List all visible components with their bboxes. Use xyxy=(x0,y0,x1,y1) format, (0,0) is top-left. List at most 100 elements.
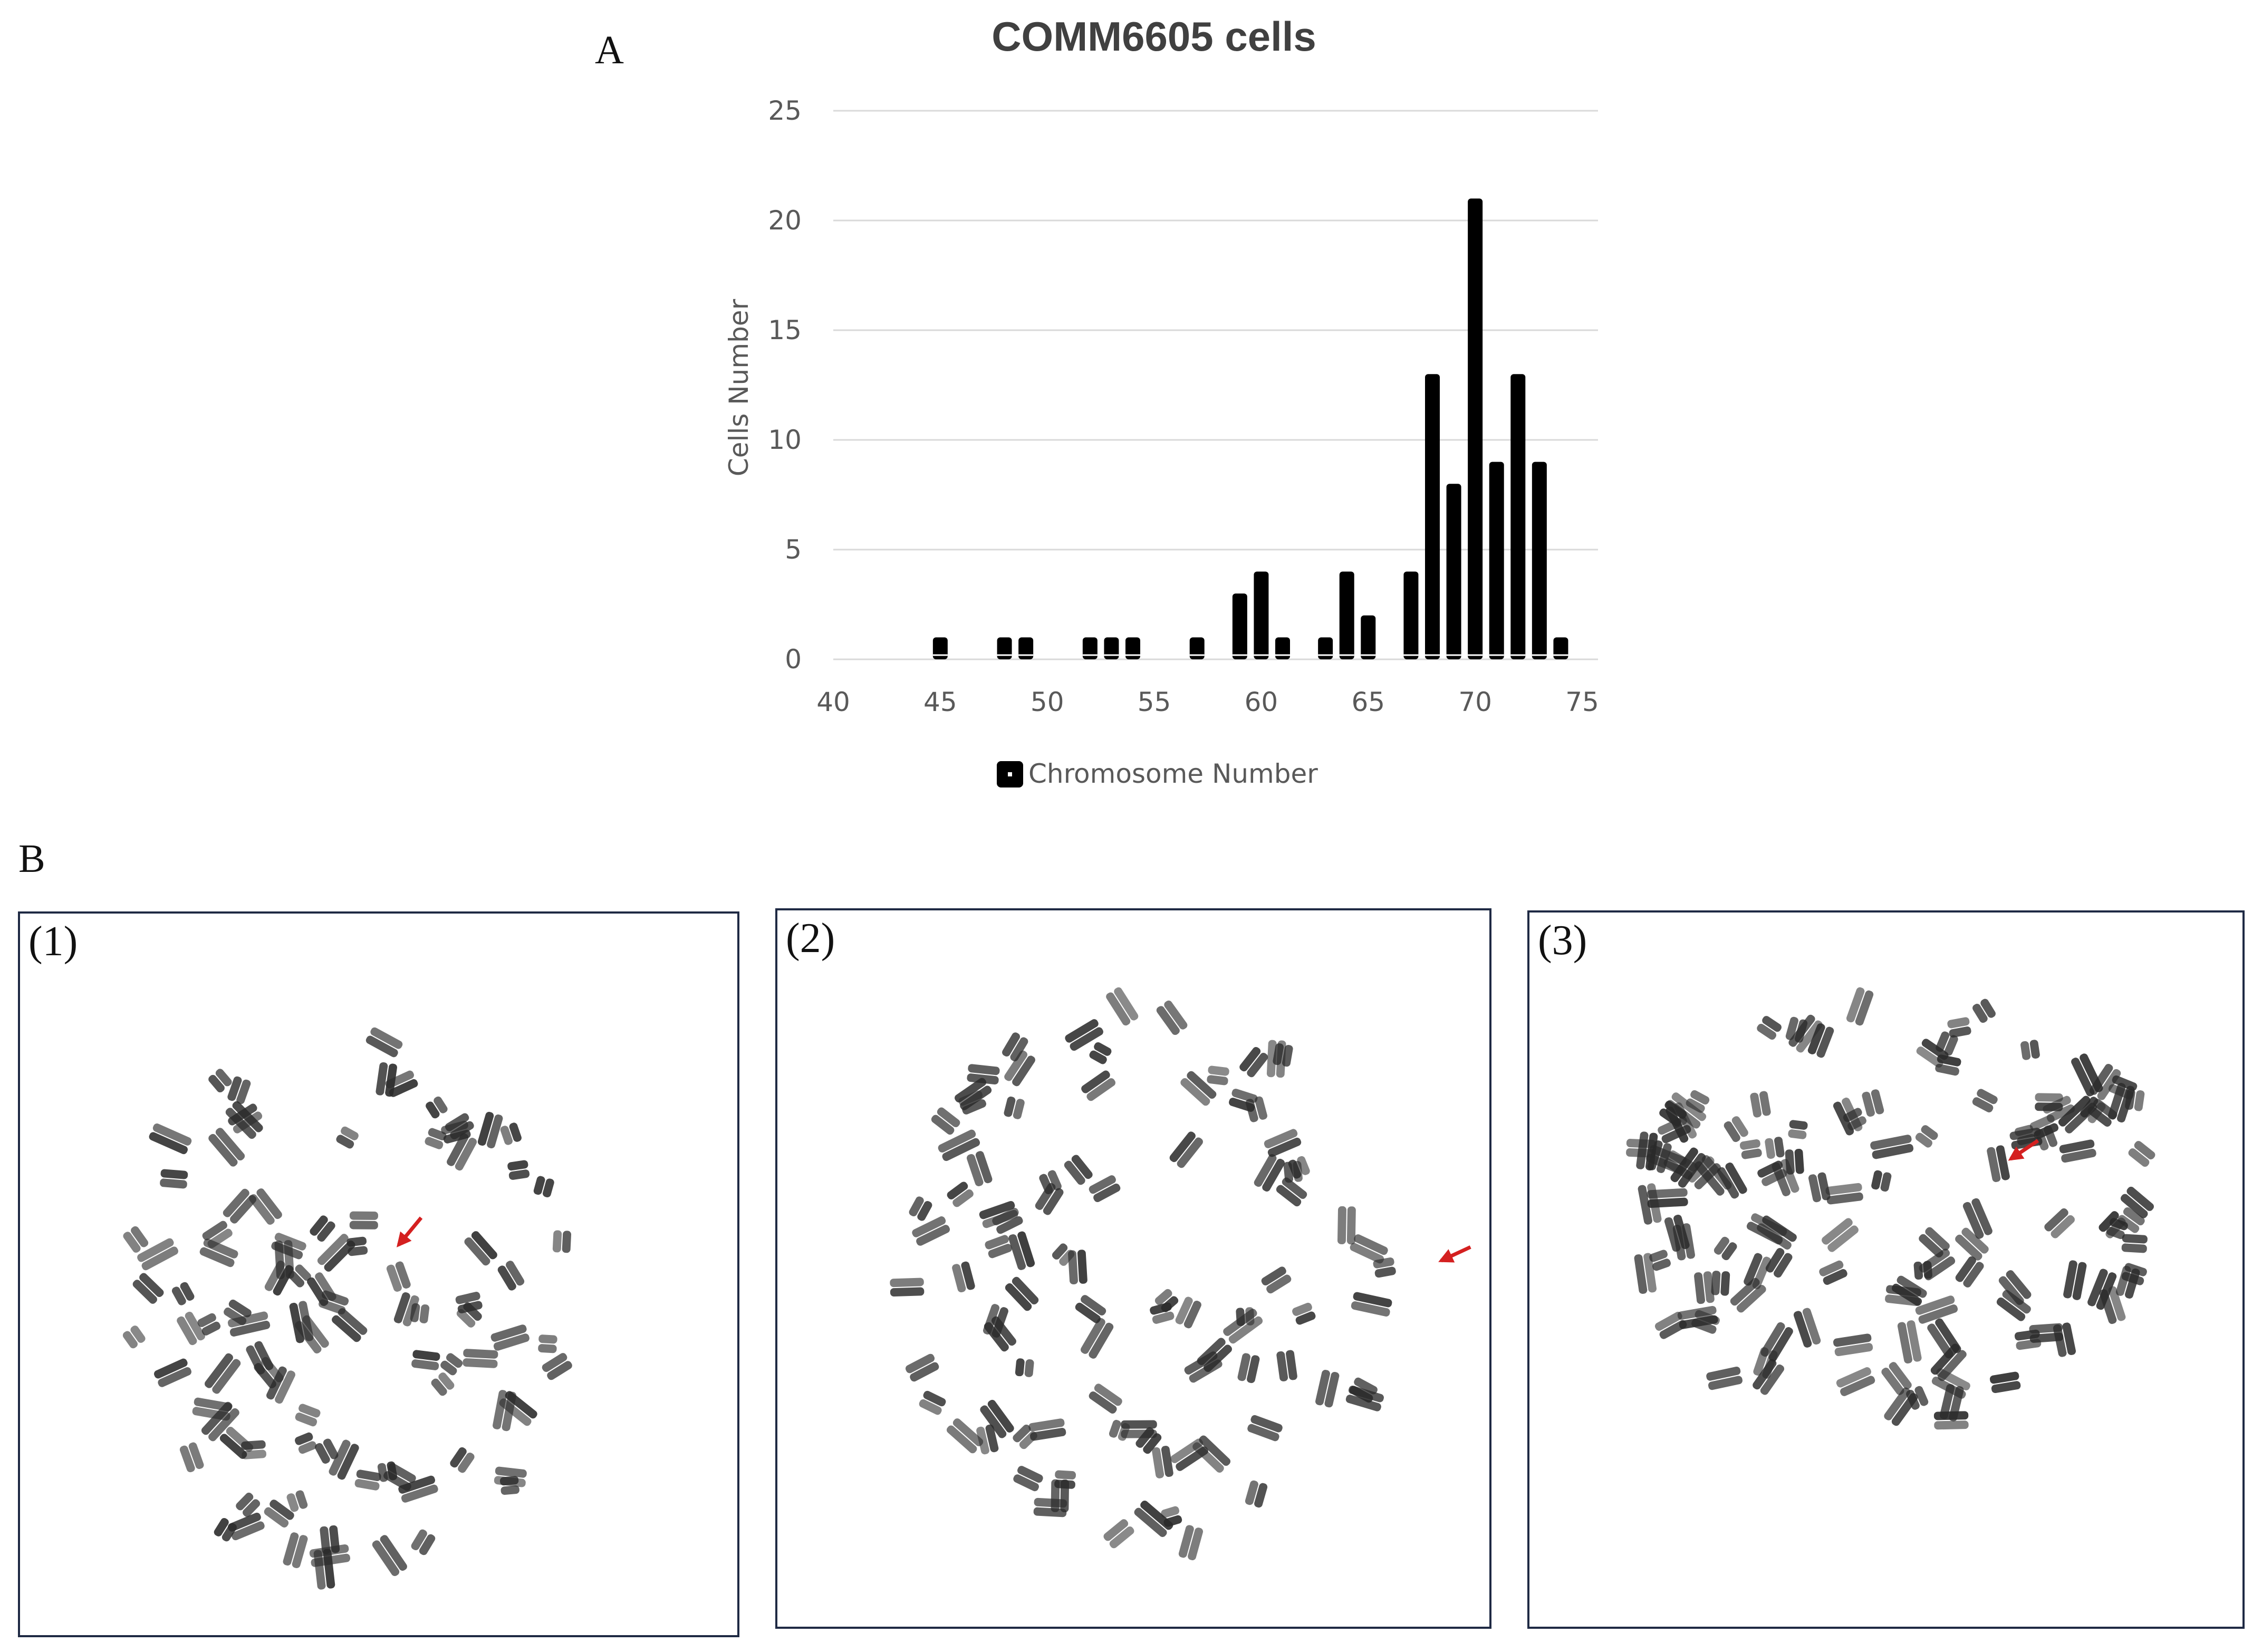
chromosome xyxy=(2121,1234,2148,1253)
chromosome xyxy=(132,1273,164,1304)
y-tick-label: 10 xyxy=(768,425,802,455)
chromosome xyxy=(202,1221,233,1248)
chromosome xyxy=(1962,1198,1993,1239)
chromosome xyxy=(1276,1177,1307,1207)
y-tick-label: 5 xyxy=(785,534,802,565)
chromosome xyxy=(386,1261,411,1292)
chromosome xyxy=(1760,1322,1793,1362)
chromosome xyxy=(1739,1139,1762,1159)
chromosome xyxy=(1935,1054,1961,1076)
metaphase-panel-3-label: (3) xyxy=(1538,917,1587,964)
chromosome xyxy=(201,1401,239,1442)
chromosome xyxy=(905,1353,939,1382)
chromosome xyxy=(967,1064,1000,1084)
chromosome xyxy=(1915,1125,1938,1148)
chromosome xyxy=(1788,1014,1823,1053)
metaphase-panel-1: (1) xyxy=(18,911,739,1637)
chromosome xyxy=(2087,1099,2117,1127)
chromosome xyxy=(266,1366,295,1404)
chromosome xyxy=(346,1236,368,1256)
chromosome xyxy=(1288,1156,1310,1179)
chromosome xyxy=(1972,1089,1998,1112)
chromosome xyxy=(984,1316,1016,1352)
bar-63 xyxy=(1318,637,1333,659)
chromosome xyxy=(947,1182,974,1207)
chromosome xyxy=(295,1432,317,1454)
chromosome xyxy=(552,1230,572,1253)
chromosome xyxy=(1765,1137,1785,1159)
metaphase-spread-3 xyxy=(1626,987,2155,1430)
chromosome xyxy=(393,1292,419,1327)
y-tick-label: 25 xyxy=(768,95,802,126)
chromosome xyxy=(1955,1256,1984,1288)
chromosome xyxy=(1634,1253,1657,1294)
chromosome xyxy=(2099,1211,2126,1238)
chromosome xyxy=(450,1447,475,1473)
chromosome xyxy=(1064,1155,1093,1185)
x-tick-label: 50 xyxy=(1031,687,1064,717)
chromosome xyxy=(1065,1019,1103,1051)
chromosome xyxy=(1724,1116,1748,1142)
chromosome xyxy=(171,1282,195,1305)
chromosome xyxy=(1688,1156,1721,1189)
chromosome xyxy=(1351,1292,1392,1317)
metaphase-spread-1 xyxy=(122,1027,572,1590)
chromosome xyxy=(493,1390,516,1432)
chromosome xyxy=(1626,1139,1656,1158)
chromosome xyxy=(205,1353,241,1394)
chart-title: COMM6605 cells xyxy=(992,13,1316,60)
chromosome xyxy=(2014,1329,2042,1350)
x-tick-label: 75 xyxy=(1565,687,1599,717)
chromosome xyxy=(1694,1271,1715,1304)
chromosome xyxy=(241,1440,266,1459)
bar-48 xyxy=(997,637,1012,659)
chromosome xyxy=(1236,1307,1255,1327)
bar-60 xyxy=(1254,571,1269,659)
chromosome xyxy=(2125,1089,2145,1111)
chromosome xyxy=(1955,1227,1989,1261)
chromosome xyxy=(228,1512,265,1541)
chromosome xyxy=(1075,1295,1106,1323)
bar-54 xyxy=(1125,637,1140,659)
chromosome xyxy=(1239,1046,1268,1078)
chromosome xyxy=(1170,1438,1208,1471)
chromosome xyxy=(2087,1269,2117,1310)
x-tick-label: 40 xyxy=(816,687,850,717)
chromosome xyxy=(1004,1050,1035,1087)
chromosome xyxy=(2035,1093,2063,1111)
chromosome xyxy=(1750,1091,1771,1118)
chromosome xyxy=(225,1101,263,1139)
panel-a-label: A xyxy=(595,28,624,72)
chromosome xyxy=(1350,1234,1388,1264)
chromosome xyxy=(1892,1275,1927,1306)
chromosome xyxy=(1933,1411,1969,1430)
bar-45 xyxy=(932,637,948,659)
chromosome xyxy=(208,1128,245,1167)
x-tick-label: 55 xyxy=(1138,687,1171,717)
x-tick-label: 70 xyxy=(1458,687,1492,717)
chromosome xyxy=(952,1261,975,1293)
chromosome xyxy=(2035,1125,2058,1151)
chromosome xyxy=(1261,1266,1292,1294)
chromosome xyxy=(1666,1102,1697,1143)
y-tick-label: 0 xyxy=(785,644,802,675)
chromosome xyxy=(1862,1089,1884,1117)
chromosome xyxy=(1109,1419,1130,1441)
chromosome xyxy=(1919,1227,1950,1257)
chromosome xyxy=(1292,1302,1316,1325)
chromosome xyxy=(122,1326,146,1349)
chromosome xyxy=(1229,1089,1258,1112)
chromosome xyxy=(315,1438,339,1464)
chromosome xyxy=(463,1349,498,1368)
chromosome xyxy=(317,1234,355,1272)
chromosome xyxy=(931,1107,960,1135)
chromosome xyxy=(1015,1358,1034,1377)
chromosome xyxy=(137,1238,178,1271)
bar-49 xyxy=(1018,637,1034,659)
chromosome xyxy=(1005,1276,1039,1311)
chromosome xyxy=(1106,987,1139,1026)
chromosome xyxy=(1002,1032,1028,1062)
chromosome xyxy=(507,1160,530,1180)
chromosome xyxy=(1180,1071,1217,1106)
chromosome xyxy=(909,1196,932,1221)
